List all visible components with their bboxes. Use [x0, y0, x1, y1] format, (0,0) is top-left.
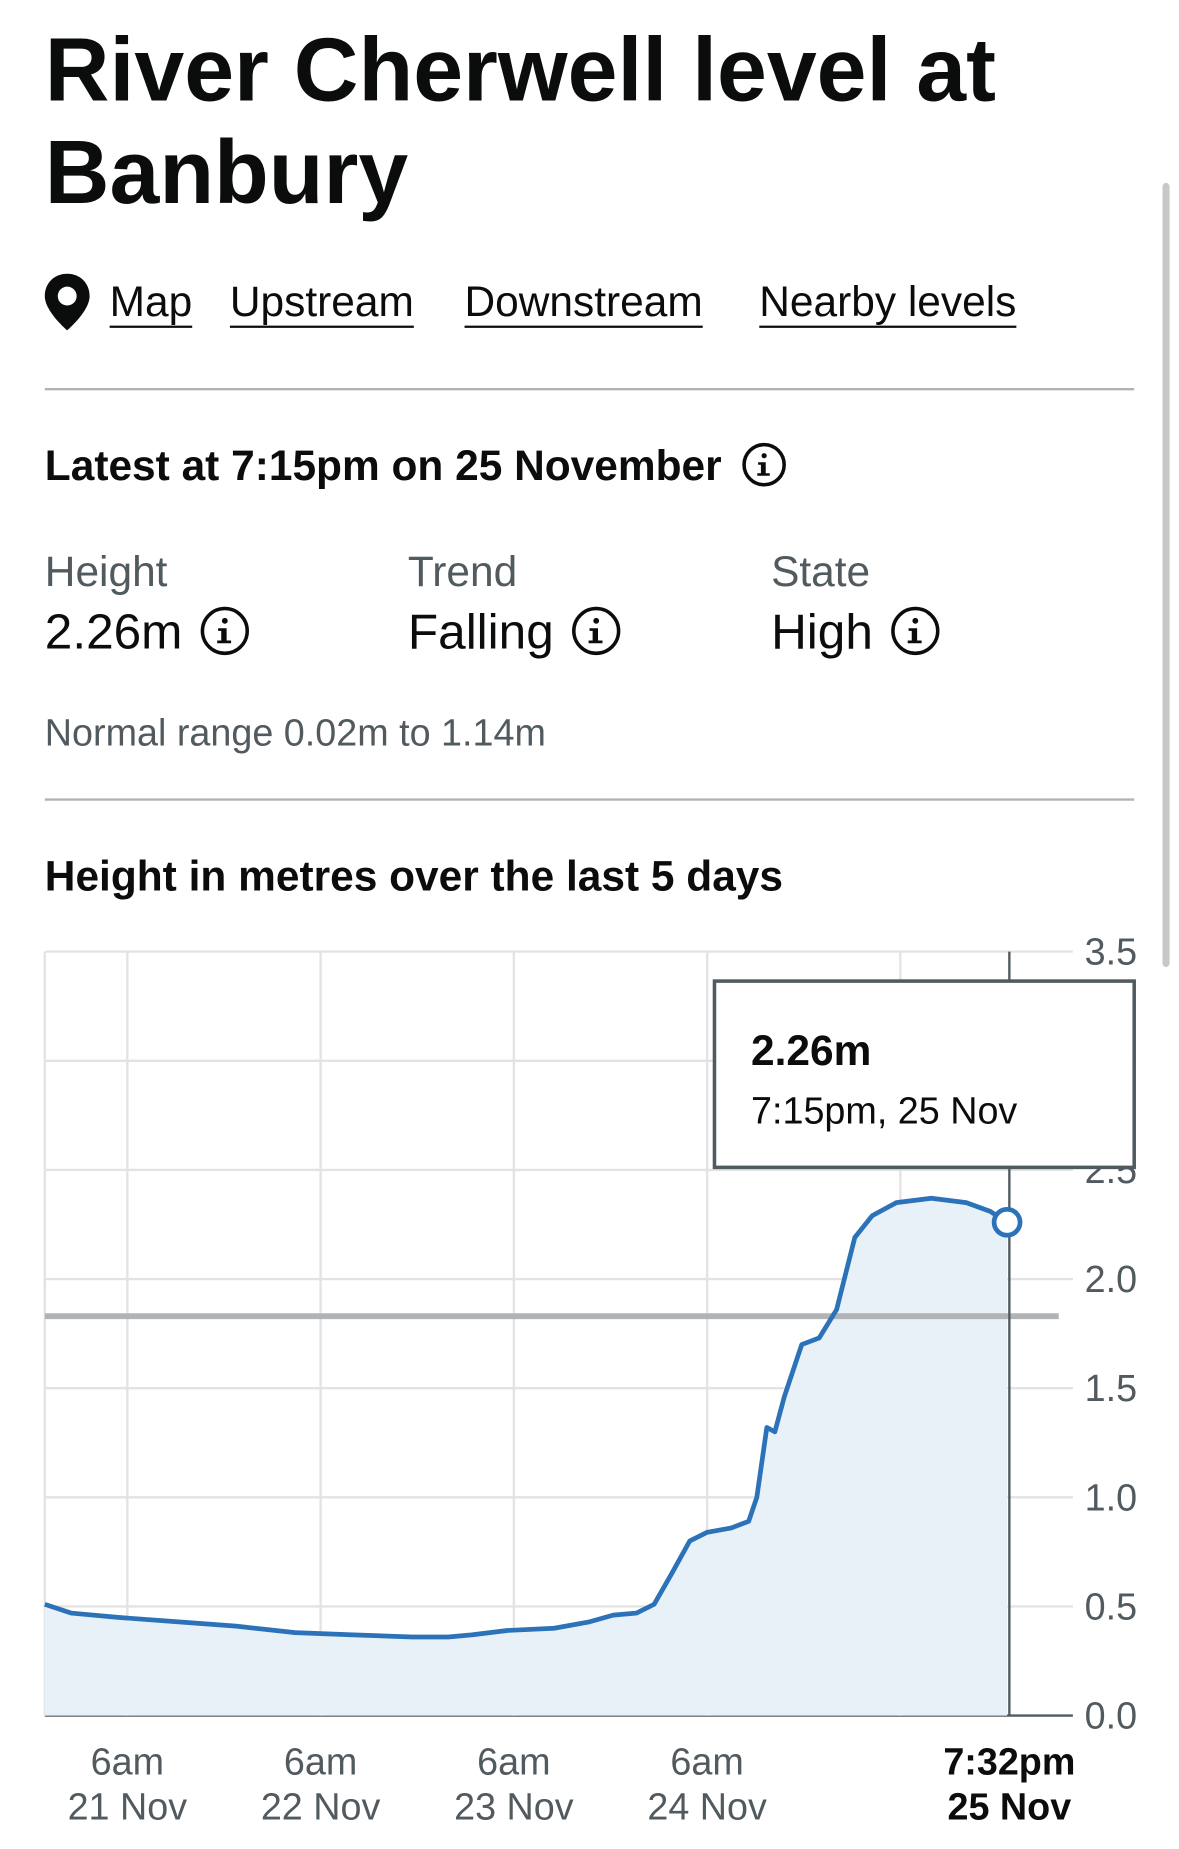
info-stem [757, 462, 770, 476]
normal-range: Normal range 0.02m to 1.14m [45, 711, 546, 753]
stat-value: High [771, 605, 873, 660]
info-dot [761, 453, 767, 459]
info-circle [572, 606, 621, 656]
tooltip-box [712, 979, 1136, 1170]
y-tick-label: 1.0 [1085, 1476, 1137, 1518]
info-stem [217, 628, 232, 644]
tooltip-value: 2.26m [751, 1027, 871, 1074]
nav-link[interactable]: Downstream [465, 278, 703, 325]
x-tick-label: 24 Nov [647, 1785, 767, 1827]
x-tick-label: 21 Nov [68, 1785, 188, 1827]
y-tick-label: 2.0 [1085, 1258, 1137, 1300]
page-title: Banbury [45, 122, 409, 222]
page-title: River Cherwell level at [45, 19, 996, 119]
x-tick-label: 6am [477, 1741, 550, 1783]
y-tick-label: 0.5 [1085, 1585, 1137, 1627]
x-tick-label: 23 Nov [454, 1785, 574, 1827]
y-tick-label: 3.5 [1085, 931, 1137, 973]
latest-heading: Latest at 7:15pm on 25 November [45, 442, 722, 489]
stat-label: Trend [408, 548, 517, 595]
info-stem [907, 628, 922, 644]
tooltip-time: 7:15pm, 25 Nov [751, 1090, 1017, 1132]
info-circle [200, 606, 249, 656]
stat-label: Height [45, 548, 168, 595]
nav-link[interactable]: Upstream [230, 278, 414, 325]
x-tick-label: 6am [91, 1741, 164, 1783]
level-line [44, 1195, 1009, 1640]
nav-link[interactable]: Map [110, 278, 193, 325]
y-tick-label: 1.5 [1085, 1367, 1137, 1409]
stat-value: Falling [408, 605, 554, 660]
x-tick-label: 22 Nov [261, 1785, 381, 1827]
info-icon[interactable] [572, 606, 621, 656]
info-circle [891, 606, 940, 656]
info-stem [588, 628, 603, 644]
map-pin-icon [44, 273, 90, 331]
stat-value: 2.26m [45, 605, 183, 660]
info-icon[interactable] [742, 442, 786, 487]
nav-link[interactable]: Nearby levels [759, 278, 1016, 325]
info-icon[interactable] [891, 606, 940, 656]
scrollbar[interactable] [1162, 182, 1170, 967]
y-tick-label: 0.0 [1085, 1695, 1137, 1737]
now-label: 7:32pm [943, 1741, 1075, 1783]
now-label: 25 Nov [948, 1785, 1072, 1827]
info-dot [593, 617, 600, 624]
info-dot [912, 617, 919, 624]
info-dot [221, 617, 228, 624]
latest-point[interactable] [991, 1206, 1023, 1238]
stat-label: State [771, 548, 870, 595]
info-circle [742, 442, 786, 487]
area-fill [44, 1198, 1008, 1716]
info-icon[interactable] [200, 606, 249, 656]
x-tick-label: 6am [670, 1741, 743, 1783]
x-tick-label: 6am [284, 1741, 357, 1783]
chart-title: Height in metres over the last 5 days [45, 852, 783, 899]
